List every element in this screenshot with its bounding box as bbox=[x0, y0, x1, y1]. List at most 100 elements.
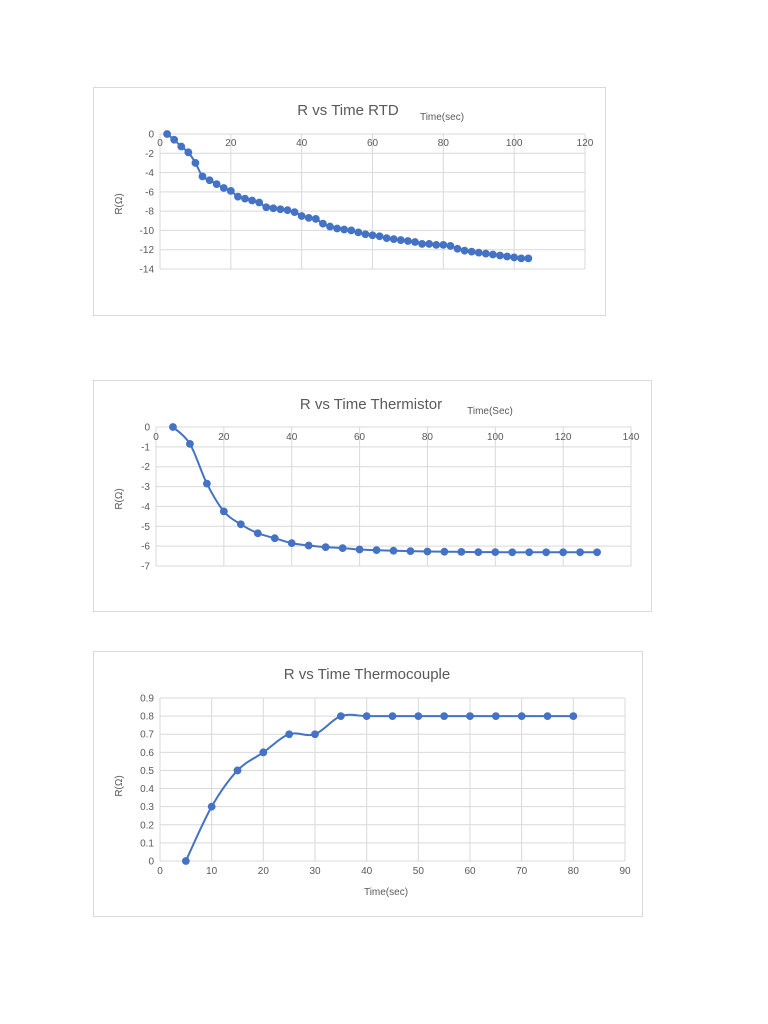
data-point bbox=[489, 250, 497, 259]
data-point bbox=[404, 237, 412, 245]
x-tick-label: 60 bbox=[367, 138, 379, 149]
data-point bbox=[361, 230, 370, 239]
data-point bbox=[418, 240, 426, 248]
data-point bbox=[388, 712, 397, 721]
data-point bbox=[262, 203, 271, 212]
data-point bbox=[362, 712, 371, 721]
x-tick-label: 50 bbox=[413, 866, 425, 877]
data-point bbox=[326, 222, 334, 231]
x-tick-label: 20 bbox=[258, 866, 270, 877]
data-point bbox=[491, 712, 500, 721]
chart-title: R vs Time RTD bbox=[297, 102, 399, 119]
data-point bbox=[439, 240, 448, 249]
series-line bbox=[172, 426, 598, 554]
data-point bbox=[432, 240, 441, 249]
y-tick-label: 0 bbox=[148, 857, 154, 868]
y-tick-label: 0.9 bbox=[140, 694, 154, 705]
data-point bbox=[423, 547, 432, 556]
data-point bbox=[169, 423, 177, 431]
data-point bbox=[253, 529, 262, 538]
y-tick-label: 0.4 bbox=[140, 784, 154, 795]
data-point bbox=[372, 546, 381, 555]
data-point bbox=[198, 172, 207, 181]
chart-thermistor: R vs Time Thermistor Time(Sec) R(Ω) 0 -1-… bbox=[93, 380, 652, 612]
x-tick-label: 0 bbox=[157, 866, 163, 877]
x-tick-label: 0 bbox=[157, 138, 163, 149]
y-tick-label: -2 bbox=[145, 149, 154, 160]
data-point bbox=[321, 543, 330, 552]
data-point bbox=[389, 546, 398, 555]
x-tick-label: 20 bbox=[225, 138, 237, 149]
data-point bbox=[354, 228, 363, 237]
data-point bbox=[205, 176, 214, 185]
y-tick-label: 0.3 bbox=[140, 802, 154, 813]
data-point bbox=[170, 135, 179, 144]
data-point bbox=[389, 235, 398, 244]
y-tick-label: 0.2 bbox=[140, 820, 154, 831]
data-point bbox=[446, 241, 455, 250]
y-tick-label: -14 bbox=[140, 265, 155, 276]
y-tick-label: 0.7 bbox=[140, 730, 154, 741]
data-point bbox=[517, 254, 526, 263]
data-point bbox=[276, 205, 285, 214]
y-tick-label: -6 bbox=[145, 187, 154, 198]
data-point bbox=[163, 130, 171, 138]
data-point bbox=[319, 219, 327, 228]
data-point bbox=[355, 545, 364, 554]
y-axis-label: R(Ω) bbox=[114, 488, 125, 509]
data-point bbox=[219, 184, 228, 192]
y-tick-label: -6 bbox=[141, 542, 150, 553]
chart-rtd: R vs Time RTD Time(sec) R(Ω) 0 -2 -4 -6 -8 -1… bbox=[93, 87, 606, 316]
y-tick-label: -2 bbox=[141, 462, 150, 473]
data-point bbox=[191, 159, 200, 167]
data-point bbox=[460, 246, 469, 255]
data-point bbox=[467, 247, 476, 256]
data-point bbox=[226, 186, 235, 195]
data-point bbox=[525, 548, 534, 557]
y-tick-label: 0.8 bbox=[140, 712, 154, 723]
data-point bbox=[576, 548, 585, 557]
chart-title: R vs Time Thermocouple bbox=[284, 666, 450, 683]
data-point bbox=[503, 252, 511, 261]
data-point bbox=[368, 231, 377, 240]
data-point bbox=[396, 236, 405, 244]
data-point bbox=[269, 204, 278, 213]
x-tick-label: 80 bbox=[438, 138, 450, 149]
data-point bbox=[457, 548, 466, 556]
y-tick-label: 0.1 bbox=[140, 838, 154, 849]
x-tick-label: 30 bbox=[309, 866, 321, 877]
data-point bbox=[241, 194, 249, 203]
x-tick-label: 120 bbox=[555, 432, 572, 443]
data-point bbox=[202, 479, 211, 488]
data-point bbox=[270, 534, 279, 543]
data-point bbox=[219, 507, 228, 516]
y-tick-label: -5 bbox=[141, 522, 150, 533]
data-point bbox=[347, 226, 356, 235]
x-tick-label: 60 bbox=[464, 866, 476, 877]
y-tick-label: -3 bbox=[141, 482, 150, 493]
x-tick-label: 60 bbox=[354, 432, 366, 443]
data-point bbox=[207, 802, 216, 811]
y-tick-label: 0 bbox=[144, 423, 150, 434]
data-point bbox=[285, 730, 294, 739]
plot-area: 0 0.1 0.2 0.3 0.4 0.5 0.6 0.7 0.8 0.9 0 10 20 30 40 50 6… bbox=[140, 694, 631, 878]
data-point bbox=[543, 712, 552, 721]
x-tick-label: 100 bbox=[487, 432, 504, 443]
x-axis-label: Time(sec) bbox=[364, 887, 408, 898]
data-point bbox=[338, 544, 347, 553]
y-tick-label: -4 bbox=[145, 168, 154, 179]
data-point bbox=[481, 249, 490, 258]
data-point bbox=[491, 548, 500, 557]
data-point bbox=[184, 148, 193, 157]
data-point bbox=[287, 539, 296, 548]
chart-thermistor-svg: R vs Time Thermistor Time(Sec) R(Ω) 0-1-… bbox=[114, 396, 640, 573]
data-point bbox=[474, 548, 483, 557]
plot-area: 0-2-4-6-8-10-12-140 20 40 60 80 100 120 bbox=[140, 130, 594, 276]
y-tick-label: -8 bbox=[145, 207, 154, 218]
y-axis-label: R(Ω) bbox=[114, 775, 125, 796]
data-point bbox=[311, 214, 320, 223]
data-point bbox=[382, 234, 391, 243]
data-point bbox=[181, 857, 190, 865]
data-point bbox=[542, 548, 551, 557]
